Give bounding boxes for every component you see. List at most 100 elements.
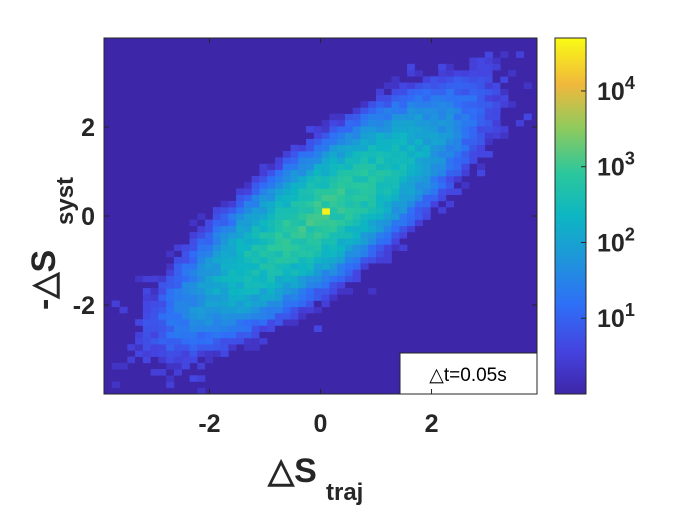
- heatmap-cell: [313, 157, 322, 164]
- heatmap-cell: [360, 188, 369, 195]
- heatmap-cell: [259, 182, 268, 189]
- heatmap-cell: [469, 151, 478, 158]
- x-axis-label: △S traj: [267, 452, 363, 506]
- heatmap-cell: [135, 356, 144, 364]
- heatmap-cell: [236, 194, 245, 202]
- heatmap-cell: [150, 337, 159, 345]
- heatmap-cell: [430, 188, 439, 195]
- heatmap-cell: [251, 256, 260, 264]
- heatmap-cell: [500, 51, 509, 58]
- heatmap-cell: [445, 151, 455, 158]
- heatmap-cell: [282, 175, 291, 183]
- heatmap-cell: [267, 194, 276, 202]
- heatmap-cell: [290, 169, 299, 177]
- heatmap-cell: [290, 144, 299, 152]
- heatmap-cell: [274, 225, 284, 233]
- heatmap-cell: [181, 306, 190, 314]
- heatmap-cell: [313, 175, 322, 183]
- heatmap-cell: [220, 331, 229, 339]
- heatmap-cell: [150, 288, 159, 295]
- heatmap-cell: [181, 288, 190, 295]
- heatmap-cell: [344, 219, 353, 227]
- heatmap-cell: [166, 319, 175, 326]
- heatmap-cell: [274, 319, 284, 326]
- heatmap-cell: [313, 300, 322, 308]
- heatmap-cell: [430, 163, 439, 171]
- heatmap-cell: [282, 300, 291, 308]
- heatmap-cell: [453, 188, 462, 195]
- heatmap-cell: [383, 157, 392, 164]
- heatmap-cell: [360, 194, 369, 202]
- heatmap-cell: [477, 82, 486, 90]
- x-tick-label: 0: [314, 410, 328, 438]
- heatmap-cell: [212, 362, 221, 370]
- heatmap-cell: [150, 375, 159, 382]
- heatmap-cell: [220, 250, 229, 258]
- heatmap-cell: [197, 281, 206, 289]
- heatmap-cell: [399, 232, 408, 239]
- heatmap-cell: [430, 107, 439, 114]
- heatmap-cell: [422, 157, 431, 164]
- heatmap-cell: [477, 107, 486, 114]
- heatmap-cell: [344, 132, 353, 139]
- heatmap-cell: [274, 325, 284, 332]
- heatmap-cell: [259, 350, 268, 357]
- heatmap-cell: [453, 151, 462, 158]
- heatmap-cell: [383, 132, 392, 139]
- heatmap-cell: [282, 157, 291, 164]
- heatmap-cell: [243, 256, 252, 264]
- heatmap-cell: [282, 256, 291, 264]
- heatmap-cell: [360, 219, 369, 227]
- heatmap-cell: [329, 244, 338, 252]
- heatmap-cell: [484, 126, 493, 133]
- heatmap-cell: [228, 331, 237, 339]
- heatmap-cell: [414, 107, 423, 114]
- heatmap-cell: [422, 132, 431, 139]
- heatmap-cell: [166, 306, 175, 314]
- heatmap-cell: [376, 250, 385, 258]
- heatmap-cell: [329, 256, 338, 264]
- heatmap-cell: [469, 76, 478, 83]
- heatmap-cell: [484, 94, 493, 102]
- heatmap-cell: [298, 256, 307, 264]
- heatmap-cell: [243, 288, 252, 295]
- heatmap-cell: [306, 194, 315, 202]
- heatmap-cell: [298, 182, 307, 189]
- heatmap-cell: [298, 175, 307, 183]
- heatmap-cell: [344, 182, 353, 189]
- heatmap-cell: [158, 337, 167, 345]
- heatmap-cell: [376, 244, 385, 252]
- heatmap-cell: [399, 163, 408, 171]
- heatmap-cell: [453, 144, 462, 152]
- heatmap-cell: [492, 70, 501, 77]
- heatmap-cell: [337, 238, 346, 245]
- heatmap-cell: [376, 94, 385, 102]
- heatmap-cell: [484, 45, 493, 52]
- heatmap-cell: [391, 207, 400, 214]
- heatmap-cell: [368, 82, 377, 90]
- heatmap-cell: [344, 269, 353, 276]
- heatmap-cell: [259, 163, 268, 171]
- heatmap-cell: [321, 300, 330, 308]
- heatmap-cell: [344, 144, 353, 152]
- heatmap-cell: [282, 169, 291, 177]
- heatmap-cell: [422, 119, 431, 127]
- heatmap-cell: [344, 207, 353, 214]
- heatmap-cell: [298, 275, 307, 283]
- heatmap-cell: [197, 350, 206, 357]
- heatmap-cell: [150, 275, 159, 283]
- heatmap-cell: [236, 281, 245, 289]
- heatmap-cell: [158, 294, 167, 301]
- heatmap-cell: [306, 281, 315, 289]
- heatmap-cell: [414, 94, 423, 102]
- heatmap-cell: [523, 113, 532, 121]
- heatmap-cell: [407, 232, 416, 239]
- heatmap-cell: [321, 144, 330, 152]
- heatmap-cell: [135, 337, 144, 345]
- heatmap-cell: [383, 113, 392, 121]
- heatmap-cell: [197, 306, 206, 314]
- heatmap-cell: [189, 350, 198, 357]
- heatmap-cell: [391, 76, 400, 83]
- heatmap-cell: [298, 138, 307, 146]
